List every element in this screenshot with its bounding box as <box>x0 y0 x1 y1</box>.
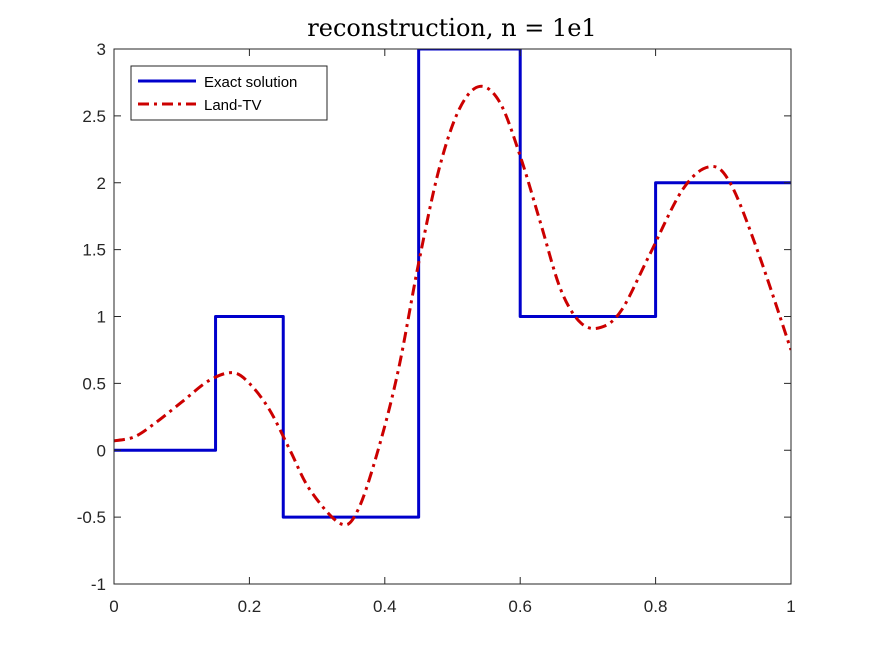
legend-label-exact-solution: Exact solution <box>204 74 297 91</box>
series-line-exact-solution <box>114 49 791 519</box>
y-tick-label: 0.5 <box>82 374 106 393</box>
chart-title: reconstruction, n = 1e1 <box>307 14 596 42</box>
y-tick-label: 2.5 <box>82 107 106 126</box>
x-tick-label: 0.6 <box>508 597 532 616</box>
y-tick-label: -0.5 <box>77 508 106 527</box>
x-tick-label: 0.4 <box>373 597 397 616</box>
y-tick-label: 2 <box>97 174 106 193</box>
y-tick-label: 1 <box>97 308 106 327</box>
legend-label-land-tv: Land-TV <box>204 97 262 114</box>
y-tick-label: 3 <box>97 40 106 59</box>
y-axis: -1 -0.5 0 0.5 1 1.5 2 2.5 3 <box>77 40 791 594</box>
series-layer <box>114 49 791 527</box>
x-tick-label: 0.8 <box>644 597 668 616</box>
x-tick-label: 0.2 <box>238 597 262 616</box>
y-tick-label: 0 <box>97 441 106 460</box>
x-axis: 0 0.2 0.4 0.6 0.8 1 <box>109 49 796 616</box>
series-line-land-tv <box>114 84 791 527</box>
legend-box <box>130 65 328 121</box>
x-tick-label: 1 <box>786 597 795 616</box>
legend: Exact solution Land-TV <box>130 65 328 121</box>
y-tick-label: 1.5 <box>82 241 106 260</box>
y-tick-label: -1 <box>91 575 106 594</box>
x-tick-label: 0 <box>109 597 118 616</box>
